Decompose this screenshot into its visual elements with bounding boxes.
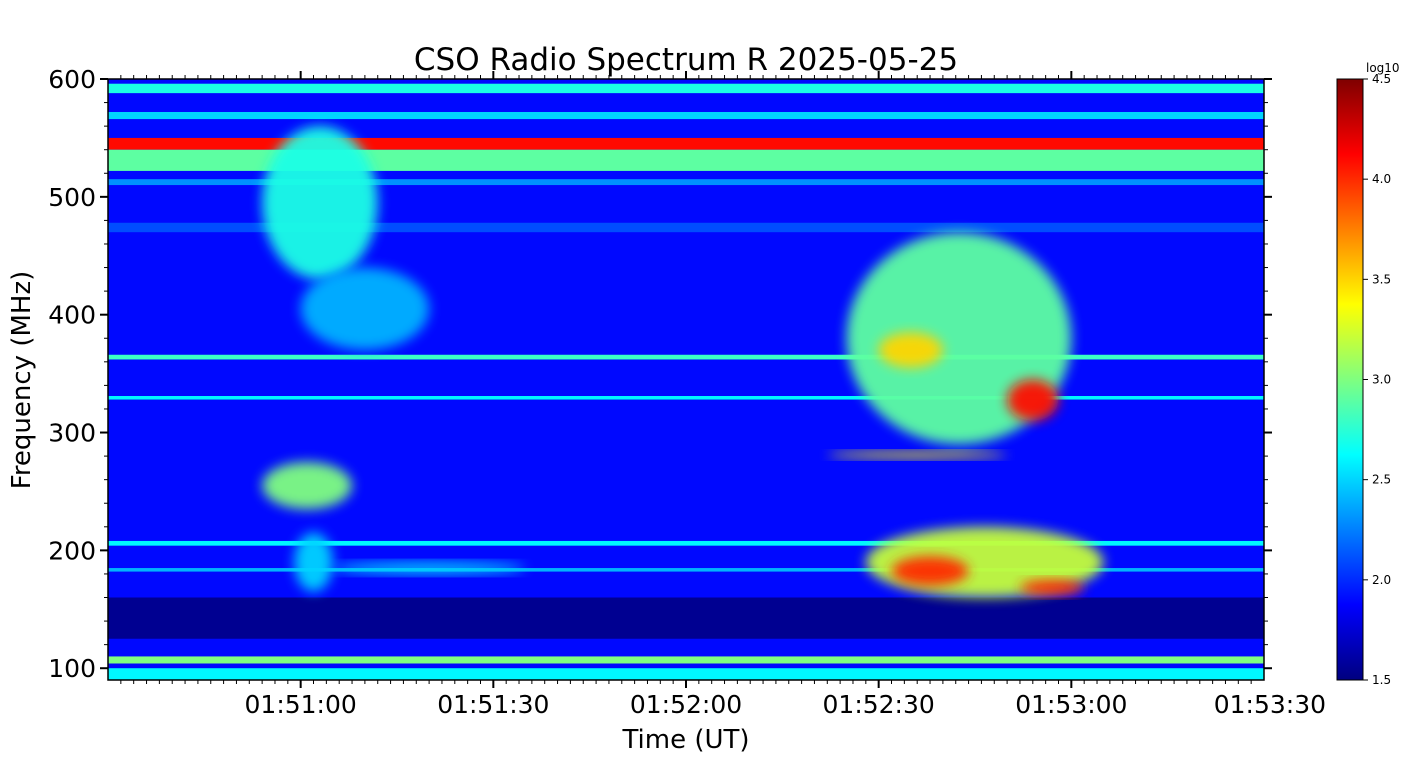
- colorbar-tick-label: 2.5: [1372, 473, 1391, 487]
- x-axis-ticks: 01:51:00 01:51:30 01:52:00 01:52:30 01:53:00…: [120, 71, 1326, 719]
- frequency-band-5: [108, 222, 1264, 233]
- frequency-band-6: [108, 354, 1264, 360]
- frequency-band-11: [108, 656, 1264, 664]
- burst-0: [262, 126, 378, 280]
- x-axis-label: Time (UT): [621, 725, 749, 755]
- x-tick-label: 01:51:00: [245, 690, 357, 719]
- burst-3: [294, 532, 333, 592]
- colorbar-tick-label: 2.0: [1372, 573, 1391, 587]
- frequency-band-3: [108, 149, 1264, 171]
- y-tick-label: 600: [48, 65, 96, 94]
- frequency-band-12: [108, 668, 1264, 680]
- frequency-bands: [108, 83, 1264, 680]
- frequency-band-1: [108, 111, 1264, 120]
- colorbar-tick-label: 4.5: [1372, 72, 1391, 86]
- burst-2: [262, 461, 353, 510]
- y-tick-label: 300: [48, 419, 96, 448]
- colorbar-ticks: 1.5 2.0 2.5 3.0 3.5 4.0 4.5: [1363, 72, 1391, 687]
- y-axis-label: Frequency (MHz): [7, 271, 37, 490]
- colorbar-tick-label: 3.0: [1372, 373, 1391, 387]
- colorbar-tick-label: 4.0: [1372, 172, 1391, 186]
- burst-6: [1007, 379, 1059, 421]
- frequency-band-9: [108, 568, 1264, 572]
- x-tick-label: 01:53:30: [1214, 690, 1326, 719]
- burst-11: [332, 562, 526, 574]
- burst-5: [878, 332, 943, 368]
- y-tick-label: 500: [48, 183, 96, 212]
- y-tick-label: 200: [48, 536, 96, 565]
- burst-10: [827, 451, 1008, 459]
- burst-8: [891, 556, 969, 586]
- colorbar-label: log10: [1366, 61, 1400, 75]
- colorbar: [1336, 78, 1364, 681]
- y-axis-ticks: 100 200 300 400 500 600: [48, 65, 1272, 683]
- frequency-band-4: [108, 179, 1264, 186]
- frequency-band-2: [108, 137, 1264, 150]
- frequency-band-7: [108, 395, 1264, 400]
- frequency-band-10: [108, 597, 1264, 639]
- colorbar-tick-label: 3.5: [1372, 272, 1391, 286]
- colorbar-tick-label: 1.5: [1372, 673, 1391, 687]
- x-tick-label: 01:52:00: [630, 690, 742, 719]
- frequency-band-8: [108, 540, 1264, 546]
- frequency-band-0: [108, 83, 1264, 94]
- y-tick-label: 400: [48, 301, 96, 330]
- x-tick-label: 01:53:00: [1015, 690, 1127, 719]
- plot-area: [108, 79, 1264, 680]
- x-tick-label: 01:51:30: [437, 690, 549, 719]
- radio-bursts: [262, 126, 1104, 598]
- burst-9: [1019, 579, 1085, 596]
- y-tick-label: 100: [48, 654, 96, 683]
- x-tick-label: 01:52:30: [823, 690, 935, 719]
- burst-1: [300, 267, 430, 351]
